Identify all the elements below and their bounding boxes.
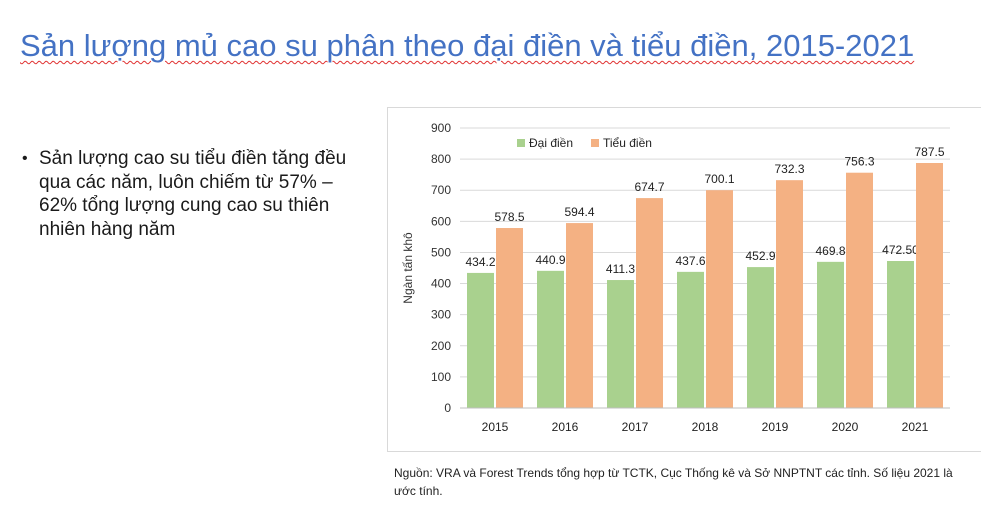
bar-tieu-dien xyxy=(846,172,873,408)
bar-tieu-dien xyxy=(496,228,523,408)
bar-tieu-dien xyxy=(916,163,943,408)
data-label: 756.3 xyxy=(844,155,874,169)
bar-tieu-dien xyxy=(636,198,663,408)
bar-dai-dien xyxy=(677,271,704,408)
data-label: 472.50 xyxy=(882,243,919,257)
y-tick-label: 200 xyxy=(431,339,451,353)
x-tick-label: 2020 xyxy=(832,420,859,434)
source-note: Nguồn: VRA và Forest Trends tổng hợp từ … xyxy=(394,466,953,498)
chart-container: 0 100 200 300 400 500 600 700 800 900 Ngàn tấn khô… xyxy=(387,107,981,452)
y-tick-label: 100 xyxy=(431,370,451,384)
bar-chart: 0 100 200 300 400 500 600 700 800 900 Ngàn tấn khô… xyxy=(401,121,950,434)
data-label: 700.1 xyxy=(704,172,734,186)
bar-dai-dien xyxy=(817,261,844,408)
bullet-list: Sản lượng cao su tiểu điền tăng đều qua … xyxy=(22,147,352,241)
data-label: 594.4 xyxy=(564,205,594,219)
bar-dai-dien xyxy=(747,267,774,408)
y-tick-label: 600 xyxy=(431,214,451,228)
data-label: 674.7 xyxy=(634,180,664,194)
data-label: 440.9 xyxy=(535,253,565,267)
x-tick-label: 2015 xyxy=(482,420,509,434)
legend-swatch xyxy=(591,139,599,147)
data-label: 732.3 xyxy=(774,162,804,176)
x-tick-label: 2019 xyxy=(762,420,789,434)
legend-label: Tiểu điền xyxy=(603,136,652,150)
data-label: 434.2 xyxy=(465,255,495,269)
slide-title: Sản lượng mủ cao su phân theo đại điền v… xyxy=(20,28,915,63)
y-tick-label: 0 xyxy=(444,401,451,415)
legend-swatch xyxy=(517,139,525,147)
y-axis-label: Ngàn tấn khô xyxy=(401,232,415,304)
data-label: 411.3 xyxy=(606,262,635,276)
y-tick-label: 500 xyxy=(431,245,451,259)
bar-tieu-dien xyxy=(776,180,803,408)
bar-dai-dien xyxy=(467,272,494,408)
legend-label: Đại điền xyxy=(529,136,573,150)
x-tick-label: 2017 xyxy=(622,420,649,434)
y-tick-label: 300 xyxy=(431,308,451,322)
bar-tieu-dien xyxy=(706,190,733,408)
data-label: 578.5 xyxy=(494,210,524,224)
x-tick-label: 2021 xyxy=(902,420,929,434)
data-label: 469.8 xyxy=(815,244,845,258)
data-label: 787.5 xyxy=(914,145,944,159)
bar-dai-dien xyxy=(537,270,564,408)
x-tick-label: 2016 xyxy=(552,420,579,434)
bar-dai-dien xyxy=(887,261,914,408)
data-label: 452.9 xyxy=(745,249,775,263)
x-tick-label: 2018 xyxy=(692,420,719,434)
y-tick-label: 400 xyxy=(431,277,451,291)
bullet-item: Sản lượng cao su tiểu điền tăng đều qua … xyxy=(22,147,352,241)
y-tick-label: 900 xyxy=(431,121,451,135)
bar-dai-dien xyxy=(607,280,634,408)
bar-tieu-dien xyxy=(566,223,593,408)
y-tick-label: 700 xyxy=(431,183,451,197)
y-tick-label: 800 xyxy=(431,152,451,166)
data-label: 437.6 xyxy=(675,254,705,268)
